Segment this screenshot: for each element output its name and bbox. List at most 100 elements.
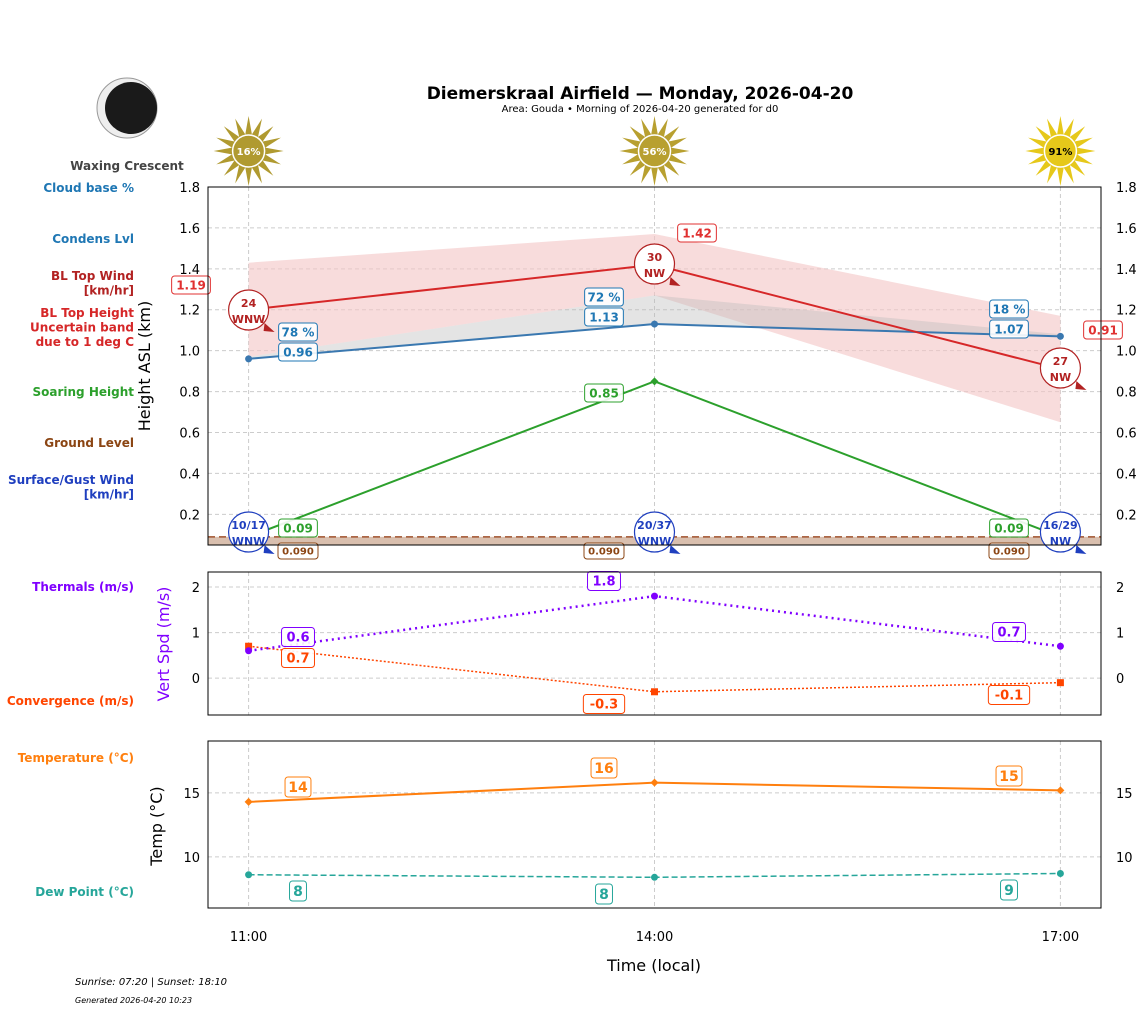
condens-value-label-box — [989, 319, 1029, 339]
chart-subtitle: Area: Gouda • Morning of 2026-04-20 gene… — [502, 104, 779, 115]
surface-wind-speed: 20/37 — [637, 519, 672, 532]
ground-value-label: 0.090 — [282, 547, 314, 558]
bl-top-value-label: 1.42 — [682, 226, 712, 240]
wind-arrow-icon — [1075, 545, 1087, 554]
sunrise-sunset-text: Sunrise: 07:20 | Sunset: 18:10 — [75, 977, 227, 988]
thermals-value-label: 0.6 — [286, 631, 309, 646]
sun-icon — [1025, 116, 1096, 186]
y-tick-label: 2 — [192, 581, 200, 596]
thermals-value-label-box — [992, 622, 1026, 642]
convergence-line-point — [651, 688, 658, 696]
temperature-line-point — [650, 778, 659, 787]
soaring-height-line-point — [650, 377, 659, 386]
convergence-value-label-box — [987, 685, 1031, 705]
chart-title: Diemerskraal Airfield — Monday, 2026-04-… — [427, 84, 854, 104]
legend-label: Soaring Height — [33, 385, 135, 399]
bl-top-uncertainty-band — [248, 234, 1061, 423]
cloud-base-pct-label-box — [584, 287, 624, 307]
sun-percent-label: 16% — [237, 147, 261, 158]
sun-disc-icon — [1043, 134, 1078, 168]
condens-value-label-box — [584, 307, 624, 327]
condens-level-line-point — [245, 355, 253, 363]
y-tick-label: 1.8 — [179, 181, 200, 196]
surface-wind-icon — [1039, 511, 1082, 553]
dew-point-value-label: 8 — [293, 884, 303, 900]
ground-value-label: 0.090 — [588, 547, 620, 558]
bl-top-value-label: 1.19 — [176, 278, 206, 292]
y-tick-label: 1 — [192, 627, 200, 642]
y-tick-label-right: 1.4 — [1116, 263, 1137, 278]
surface-wind-direction: WNW — [232, 535, 265, 548]
temperature-value-label-box — [995, 765, 1023, 787]
temperature-value-label: 15 — [999, 769, 1018, 785]
sun-percent-label: 56% — [643, 147, 667, 158]
panel-frame — [207, 740, 1102, 909]
wind-arrow-icon — [263, 545, 275, 554]
bl-top-value-label-box — [1083, 320, 1123, 340]
moon-phase-label: Waxing Crescent — [70, 159, 184, 173]
y-tick-label-right: 0.8 — [1116, 386, 1137, 401]
convergence-value-label: -0.1 — [995, 689, 1023, 704]
cloud-base-pct-label: 18 % — [993, 302, 1026, 316]
convergence-value-label: -0.3 — [590, 698, 618, 713]
condens-value-label: 1.07 — [994, 322, 1024, 336]
sun-icon — [619, 116, 690, 186]
y-tick-label: 1.2 — [179, 304, 200, 319]
thermals-value-label-box — [281, 627, 315, 647]
y-tick-label: 0.8 — [179, 386, 200, 401]
y-tick-label-right: 1 — [1116, 627, 1124, 642]
y-tick-label-right: 15 — [1116, 787, 1133, 802]
x-axis-label: Time (local) — [606, 956, 701, 975]
condens-value-label: 1.13 — [589, 310, 619, 324]
cloud-base-pct-label-box — [989, 299, 1029, 319]
bl-top-value-label: 0.91 — [1088, 323, 1118, 337]
dew-point-line-point — [651, 873, 658, 881]
sun-percent-label: 91% — [1048, 147, 1072, 158]
panel-frame — [207, 571, 1102, 716]
temperature-line-point — [244, 797, 253, 806]
sun-icon — [213, 116, 284, 186]
thermals-line-point — [651, 592, 658, 600]
moon-shadow-icon — [105, 82, 157, 134]
surface-wind-icon — [633, 511, 676, 553]
soaring-value-label-box — [989, 518, 1029, 538]
surface-wind-direction: NW — [1050, 535, 1071, 548]
dew-point-line-point — [1056, 869, 1064, 877]
legend-label: Cloud base % — [43, 181, 134, 195]
legend-label: Temperature (°C) — [18, 751, 134, 765]
condens-value-label: 0.96 — [283, 345, 313, 359]
legend-label: [km/hr] — [84, 488, 134, 502]
y-tick-label-right: 0.6 — [1116, 426, 1137, 441]
surface-wind-direction: WNW — [638, 535, 671, 548]
convergence-value-label: 0.7 — [286, 652, 309, 667]
dew-point-value-label-box — [595, 883, 613, 905]
ground-value-label-box — [277, 542, 319, 560]
ground-value-label: 0.090 — [993, 547, 1025, 558]
wind-arrow-icon — [669, 545, 681, 554]
wind-arrow-icon — [669, 277, 681, 286]
soaring-value-label: 0.85 — [589, 386, 619, 400]
temperature-line-point — [1056, 786, 1065, 795]
wind-arrow-icon — [1075, 381, 1087, 390]
temperature-value-label: 16 — [594, 761, 613, 777]
dew-point-value-label-box — [289, 880, 307, 902]
dew-point-line-point — [245, 871, 253, 879]
convergence-value-label-box — [582, 694, 626, 714]
bl-top-wind-direction: WNW — [232, 313, 265, 326]
legend-label: Thermals (m/s) — [32, 580, 134, 594]
temperature-value-label-box — [284, 776, 312, 798]
legend-label: BL Top Height — [40, 306, 134, 320]
y-tick-label: 1.4 — [179, 263, 200, 278]
y-tick-label: 10 — [183, 851, 200, 866]
sun-disc-icon — [637, 134, 672, 168]
convergence-line-point — [1056, 679, 1064, 687]
bl-top-wind-speed: 27 — [1053, 355, 1068, 368]
y-axis-label: Height ASL (km) — [135, 301, 154, 431]
bl-top-wind-icon — [227, 289, 270, 331]
y-tick-label: 1.6 — [179, 222, 200, 237]
y-tick-label-right: 1.8 — [1116, 181, 1137, 196]
bl-top-wind-icon — [1039, 347, 1082, 389]
thermals-line-point — [245, 647, 253, 655]
y-tick-label: 0.4 — [179, 467, 200, 482]
